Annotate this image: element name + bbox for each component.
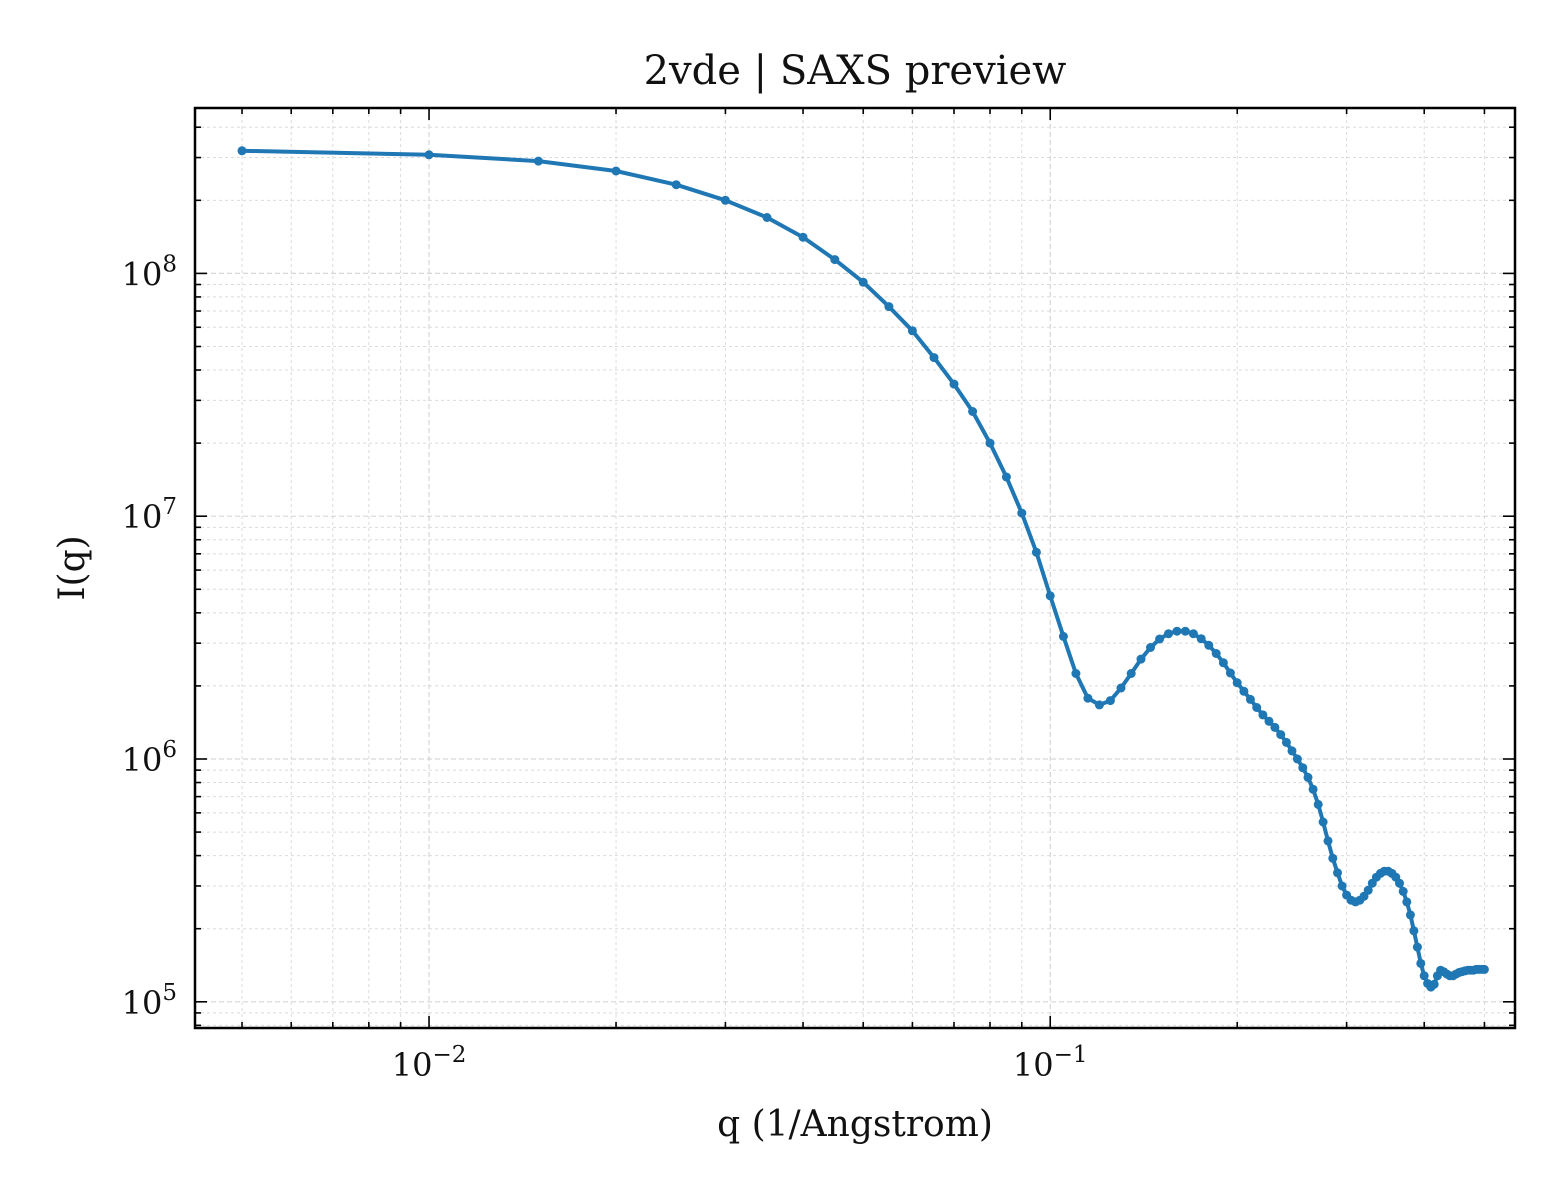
data-point: [424, 150, 434, 160]
data-point: [1276, 730, 1286, 740]
data-point: [1058, 631, 1068, 641]
data-point: [1281, 737, 1291, 747]
data-point: [798, 232, 808, 242]
data-point: [1303, 772, 1313, 782]
data-point: [1323, 836, 1333, 846]
data-point: [1071, 669, 1081, 678]
data-point: [1405, 910, 1415, 920]
data-point: [1258, 710, 1268, 720]
data-point: [1164, 629, 1173, 639]
data-point: [1211, 649, 1221, 658]
x-axis-label: q (1/Angstrom): [717, 1104, 993, 1145]
series-layer: [237, 146, 1489, 992]
data-point: [968, 407, 978, 416]
data-point: [1409, 926, 1419, 936]
data-point: [830, 255, 840, 265]
y-tick-label: 108: [122, 251, 177, 293]
data-point: [1416, 958, 1426, 968]
data-point: [1031, 547, 1041, 557]
data-point: [237, 146, 247, 156]
data-point: [1245, 694, 1255, 704]
data-point: [884, 302, 894, 312]
data-point: [1308, 784, 1318, 794]
data-point: [1398, 886, 1408, 896]
minor-gridlines: [195, 108, 1515, 1028]
series-line: [240, 148, 1487, 990]
y-tick-label: 105: [122, 980, 177, 1022]
data-point: [1172, 626, 1182, 636]
data-point: [1292, 754, 1302, 764]
data-point: [1204, 640, 1214, 650]
data-point: [929, 353, 939, 363]
data-point: [1146, 643, 1155, 652]
x-tick-label: 10−2: [392, 1042, 467, 1084]
data-point: [1094, 700, 1104, 710]
data-point: [1328, 853, 1338, 863]
data-point: [1017, 508, 1027, 518]
data-point: [1180, 626, 1190, 636]
data-point: [1363, 885, 1373, 895]
data-point: [1318, 817, 1328, 827]
data-point: [1083, 693, 1093, 703]
data-point: [611, 166, 621, 176]
plot-background: [195, 108, 1515, 1028]
data-point: [1136, 654, 1146, 664]
chart-title: 2vde | SAXS preview: [644, 48, 1067, 94]
data-point: [1264, 716, 1274, 726]
data-point: [1412, 942, 1422, 952]
data-point: [1116, 683, 1126, 693]
data-point: [1225, 668, 1235, 678]
data-point: [858, 277, 868, 287]
data-point: [1252, 703, 1262, 712]
data-point: [1337, 881, 1347, 891]
data-point: [1188, 629, 1198, 639]
x-tick-label: 10−1: [1013, 1042, 1088, 1084]
data-point: [720, 195, 730, 205]
data-point: [1239, 686, 1249, 696]
data-point: [1105, 696, 1115, 706]
data-point: [1298, 763, 1308, 773]
data-point: [1395, 878, 1404, 888]
data-point: [1001, 472, 1011, 482]
data-point: [1402, 897, 1412, 907]
data-point: [1126, 669, 1136, 678]
tick-labels: 10−2 10−1 105 106 107 108: [122, 251, 1088, 1084]
data-point: [1218, 658, 1228, 668]
data-point: [1429, 979, 1439, 989]
data-point: [907, 326, 917, 336]
y-axis-label: I(q): [52, 535, 93, 600]
y-tick-label: 107: [122, 494, 177, 536]
data-point: [985, 438, 995, 448]
data-point: [671, 180, 681, 190]
plot-frame: [193, 106, 1517, 1030]
data-point: [1232, 678, 1242, 688]
data-point: [533, 156, 543, 166]
data-point: [1155, 634, 1165, 644]
data-point: [1045, 591, 1055, 601]
data-point: [1196, 634, 1206, 644]
data-point: [1479, 964, 1489, 974]
data-point: [1419, 971, 1429, 981]
data-point: [1313, 799, 1323, 809]
y-tick-label: 106: [122, 737, 177, 779]
data-point: [1287, 746, 1297, 756]
data-point: [1333, 868, 1342, 878]
data-point: [762, 213, 772, 222]
data-point: [1270, 722, 1280, 732]
data-point: [949, 379, 959, 389]
